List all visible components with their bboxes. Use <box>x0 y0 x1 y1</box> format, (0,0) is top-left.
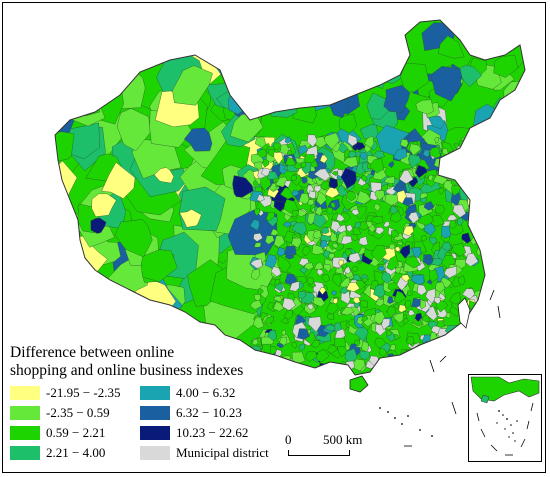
legend-title-line2: shopping and online business indexes <box>10 362 244 379</box>
legend-swatch-3 <box>10 425 40 440</box>
scale-line <box>288 450 350 456</box>
legend: -21.95 − -2.35 -2.35 − 0.59 0.59 − 2.21 … <box>10 384 280 464</box>
south-china-sea-islands <box>379 289 501 447</box>
scale-label-end: 500 km <box>323 432 363 447</box>
china-outline <box>54 19 526 376</box>
legend-entry-8: Municipal district <box>140 444 269 461</box>
legend-label-2: -2.35 − 0.59 <box>46 404 110 420</box>
inset-map <box>470 376 540 456</box>
legend-swatch-7 <box>140 425 170 440</box>
legend-label-4: 2.21 − 4.00 <box>46 444 106 460</box>
legend-label-8: Municipal district <box>176 444 269 460</box>
inset-hainan <box>480 394 490 404</box>
scale-label-start: 0 <box>285 432 292 447</box>
legend-swatch-8 <box>140 445 170 460</box>
legend-label-1: -21.95 − -2.35 <box>46 384 121 400</box>
legend-swatch-2 <box>10 405 40 420</box>
inset-boundary-dashes <box>476 402 534 456</box>
legend-label-3: 0.59 − 2.21 <box>46 424 106 440</box>
legend-entry-1: -21.95 − -2.35 <box>10 384 121 401</box>
legend-swatch-5 <box>140 385 170 400</box>
legend-title-line1: Difference between online <box>10 344 175 361</box>
taiwan-island <box>457 297 471 329</box>
inset-mainland-coast <box>470 376 540 402</box>
legend-entry-6: 6.32 − 10.23 <box>140 404 242 421</box>
legend-title: Difference between online shopping and o… <box>10 344 243 380</box>
scale-bar: 0 500 km <box>285 432 365 462</box>
legend-swatch-1 <box>10 385 40 400</box>
legend-swatch-4 <box>10 445 40 460</box>
legend-entry-7: 10.23 − 22.62 <box>140 424 248 441</box>
inset-islands <box>496 410 518 442</box>
legend-entry-3: 0.59 − 2.21 <box>10 424 105 441</box>
legend-swatch-6 <box>140 405 170 420</box>
legend-entry-5: 4.00 − 6.32 <box>140 384 235 401</box>
hainan-island <box>349 375 369 393</box>
legend-label-6: 6.32 − 10.23 <box>176 404 242 420</box>
legend-entry-2: -2.35 − 0.59 <box>10 404 110 421</box>
south-china-sea-inset <box>468 374 542 462</box>
legend-label-5: 4.00 − 6.32 <box>176 384 236 400</box>
legend-entry-4: 2.21 − 4.00 <box>10 444 105 461</box>
legend-label-7: 10.23 − 22.62 <box>176 424 249 440</box>
